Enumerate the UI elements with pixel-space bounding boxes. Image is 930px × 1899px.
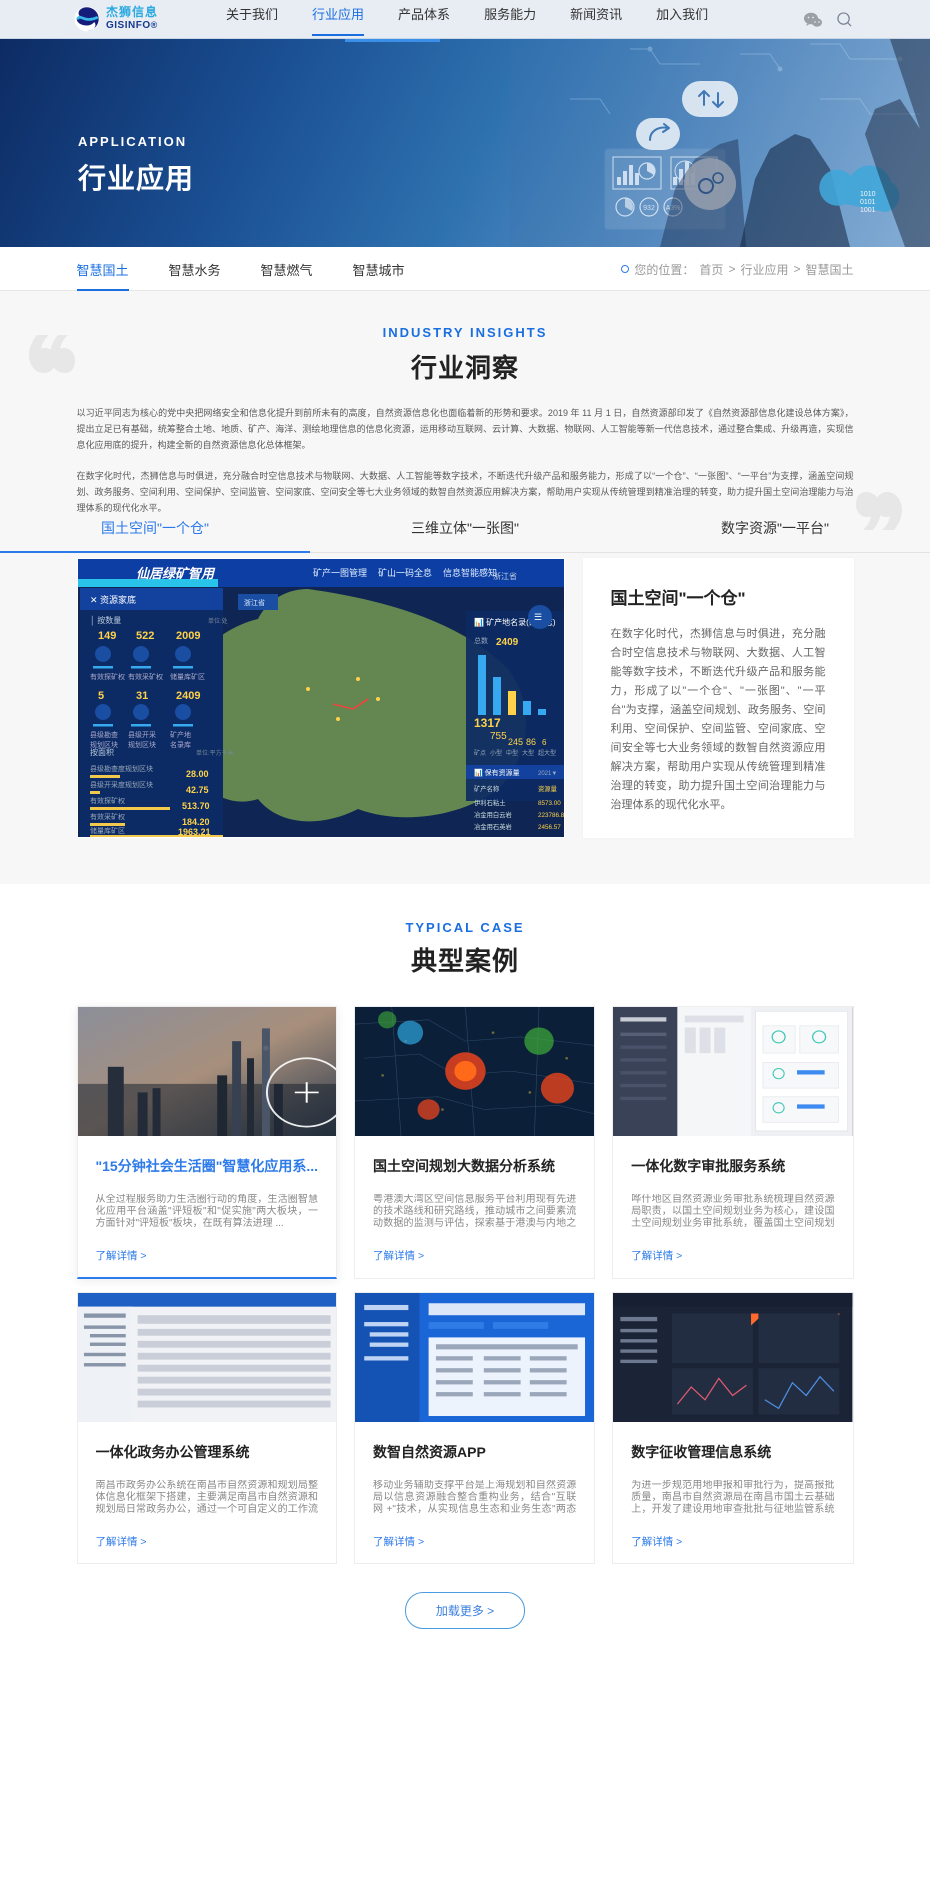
svg-text:513.70: 513.70 (182, 801, 210, 811)
svg-text:矿点: 矿点 (474, 749, 486, 757)
svg-text:储量库矿区: 储量库矿区 (170, 672, 205, 681)
svg-text:矿山一码全息: 矿山一码全息 (378, 567, 432, 578)
svg-text:县级开采度规划区块: 县级开采度规划区块 (90, 780, 153, 789)
svg-text:1010: 1010 (860, 191, 876, 198)
svg-text:县级勘查度规划区块: 县级勘查度规划区块 (90, 764, 153, 773)
svg-text:单位:平方千米: 单位:平方千米 (196, 749, 234, 757)
svg-text:县级开采: 县级开采 (128, 730, 156, 739)
svg-text:📊 保有资源量: 📊 保有资源量 (474, 768, 520, 777)
svg-text:932: 932 (643, 205, 655, 212)
svg-text:42.75: 42.75 (186, 785, 209, 795)
svg-text:31: 31 (136, 690, 148, 702)
svg-text:2456.57: 2456.57 (538, 824, 561, 831)
svg-text:名录库: 名录库 (170, 740, 191, 749)
svg-text:86: 86 (526, 737, 536, 747)
svg-text:有效探矿权: 有效探矿权 (90, 796, 125, 805)
svg-text:浙江省: 浙江省 (244, 598, 265, 607)
svg-text:2021▼: 2021▼ (538, 771, 557, 777)
svg-text:28.00: 28.00 (186, 769, 209, 779)
svg-text:大型: 大型 (522, 749, 534, 757)
svg-text:仙居绿矿智用: 仙居绿矿智用 (136, 566, 216, 581)
svg-text:149: 149 (98, 630, 116, 642)
svg-text:1317: 1317 (474, 716, 501, 730)
svg-text:223786.81: 223786.81 (538, 812, 565, 819)
svg-text:储量库矿区: 储量库矿区 (90, 826, 125, 835)
svg-text:8573.00: 8573.00 (538, 800, 561, 807)
svg-text:矿产地: 矿产地 (170, 730, 191, 739)
svg-text:0101: 0101 (860, 199, 876, 206)
svg-text:资源量: 资源量 (538, 784, 558, 793)
svg-text:2409: 2409 (176, 690, 200, 702)
svg-text:小型: 小型 (490, 749, 502, 757)
svg-text:有效采矿权: 有效采矿权 (128, 672, 163, 681)
svg-text:245: 245 (508, 737, 523, 747)
svg-text:冶金用石英岩: 冶金用石英岩 (474, 822, 512, 831)
svg-text:伊利石粘土: 伊利石粘土 (474, 798, 505, 807)
svg-text:☰: ☰ (534, 612, 542, 622)
svg-text:755: 755 (490, 731, 507, 742)
svg-text:│ 按数量: │ 按数量 (90, 615, 121, 626)
svg-text:6: 6 (542, 738, 547, 747)
svg-text:2009: 2009 (176, 630, 200, 642)
svg-text:1963.21: 1963.21 (178, 827, 211, 837)
svg-text:浙江省: 浙江省 (493, 571, 517, 581)
svg-text:有效探矿权: 有效探矿权 (90, 672, 125, 681)
svg-text:2409: 2409 (496, 637, 519, 648)
svg-text:单位:处: 单位:处 (208, 617, 228, 625)
svg-text:184.20: 184.20 (182, 817, 210, 827)
svg-text:规划区块: 规划区块 (128, 740, 156, 749)
svg-text:按面积: 按面积 (90, 747, 114, 757)
svg-text:矿产一图管理: 矿产一图管理 (313, 567, 367, 578)
svg-text:冶金用白云岩: 冶金用白云岩 (474, 810, 512, 819)
svg-text:5: 5 (98, 690, 104, 702)
svg-text:1001: 1001 (860, 207, 876, 214)
svg-text:✕ 资源家底: ✕ 资源家底 (90, 594, 136, 605)
svg-text:信息智能感知: 信息智能感知 (443, 567, 497, 578)
svg-text:县级勘查: 县级勘查 (90, 730, 118, 739)
svg-text:超大型: 超大型 (538, 749, 556, 757)
svg-text:矿产名称: 矿产名称 (474, 784, 500, 793)
svg-text:中型: 中型 (506, 749, 518, 757)
svg-text:522: 522 (136, 630, 154, 642)
svg-text:总数: 总数 (474, 636, 488, 645)
svg-text:有效采矿权: 有效采矿权 (90, 812, 125, 821)
